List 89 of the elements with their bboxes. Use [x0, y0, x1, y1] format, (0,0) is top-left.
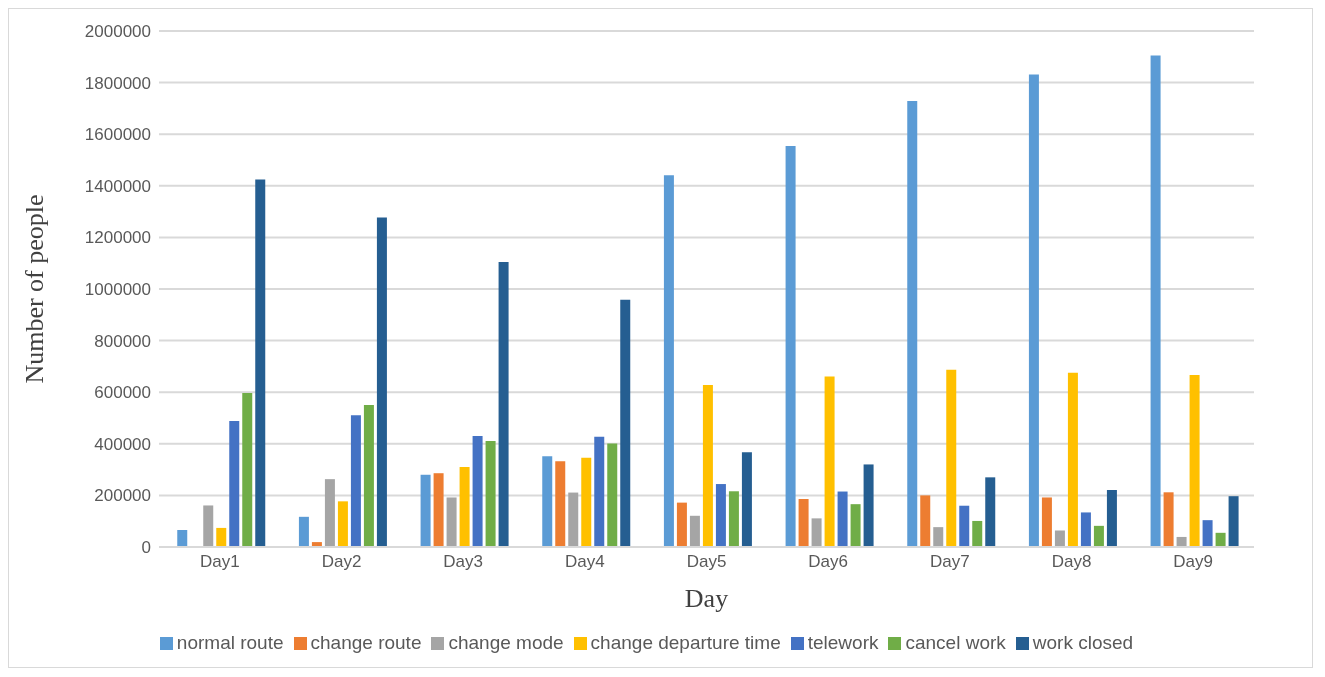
bar	[985, 477, 996, 547]
bar	[229, 421, 240, 547]
y-tick-label: 0	[141, 538, 151, 558]
bar	[824, 376, 835, 547]
bar	[620, 299, 631, 547]
bar	[216, 527, 227, 547]
bar	[676, 502, 687, 547]
bar	[715, 484, 726, 547]
y-tick-label: 1400000	[84, 176, 151, 196]
bar	[1150, 55, 1161, 547]
bar	[1106, 489, 1117, 547]
bar	[959, 505, 970, 547]
y-tick-label: 200000	[94, 486, 151, 506]
bar	[1080, 512, 1091, 547]
bar	[255, 179, 266, 547]
bar	[363, 405, 374, 547]
x-tick-label: Day3	[443, 552, 484, 572]
bar	[1041, 497, 1052, 547]
bar	[555, 461, 566, 547]
bar	[433, 473, 444, 547]
x-tick-label: Day7	[929, 552, 970, 572]
y-tick-label: 1600000	[84, 125, 151, 145]
bar	[702, 384, 713, 547]
bar	[177, 529, 188, 547]
legend-label: normal route	[176, 632, 284, 653]
bar	[446, 497, 457, 547]
bar	[485, 440, 496, 547]
bar	[946, 369, 957, 547]
bar	[607, 443, 618, 547]
legend-label: change departure time	[590, 632, 781, 653]
bar	[568, 492, 579, 547]
bar	[203, 505, 214, 547]
bar	[1228, 496, 1239, 547]
legend-label: change mode	[448, 632, 564, 653]
x-tick-label: Day4	[564, 552, 605, 572]
bar	[498, 261, 509, 547]
bar	[1093, 525, 1104, 547]
bar	[1028, 74, 1039, 547]
bar	[1067, 372, 1078, 547]
y-tick-label: 600000	[94, 383, 151, 403]
bar	[298, 516, 309, 547]
bar	[663, 175, 674, 547]
x-tick-label: Day5	[686, 552, 727, 572]
bar	[324, 479, 335, 547]
y-tick-label: 1800000	[84, 73, 151, 93]
bar	[907, 100, 918, 547]
bar	[1054, 530, 1065, 547]
bar	[933, 527, 944, 547]
bar	[850, 504, 861, 547]
bar	[459, 467, 470, 547]
x-axis-title: Day	[684, 584, 729, 613]
bar	[972, 520, 983, 547]
x-tick-label: Day9	[1173, 552, 1214, 572]
y-axis-title: Number of people	[20, 194, 50, 384]
x-tick-label: Day2	[321, 552, 362, 572]
bar	[728, 491, 739, 547]
bar	[242, 392, 253, 547]
bar	[689, 515, 700, 547]
bar	[337, 501, 348, 547]
bar	[920, 495, 931, 547]
y-tick-label: 1200000	[84, 228, 151, 248]
bar	[785, 146, 796, 547]
bar	[420, 474, 431, 547]
bar	[542, 456, 553, 547]
y-tick-label: 400000	[94, 434, 151, 454]
bar	[1189, 374, 1200, 547]
bar	[376, 217, 387, 547]
bar	[741, 452, 752, 547]
legend-label: cancel work	[905, 632, 1006, 653]
y-tick-label: 1000000	[84, 280, 151, 300]
bar	[350, 415, 361, 547]
bar	[581, 457, 592, 547]
bar	[863, 464, 874, 547]
y-tick-label: 800000	[94, 331, 151, 351]
bar	[1215, 532, 1226, 547]
bar	[472, 436, 483, 547]
legend-label: change route	[310, 632, 422, 653]
legend-label: work closed	[1032, 632, 1134, 653]
x-tick-label: Day8	[1051, 552, 1092, 572]
legend-label: telework	[807, 632, 879, 653]
x-tick-label: Day1	[199, 552, 240, 572]
bar	[837, 491, 848, 547]
bar	[1163, 492, 1174, 547]
x-tick-label: Day6	[808, 552, 849, 572]
bar	[1202, 520, 1213, 547]
bar	[594, 436, 605, 547]
y-tick-label: 2000000	[84, 22, 151, 42]
bar	[798, 499, 809, 547]
bar	[811, 518, 822, 547]
